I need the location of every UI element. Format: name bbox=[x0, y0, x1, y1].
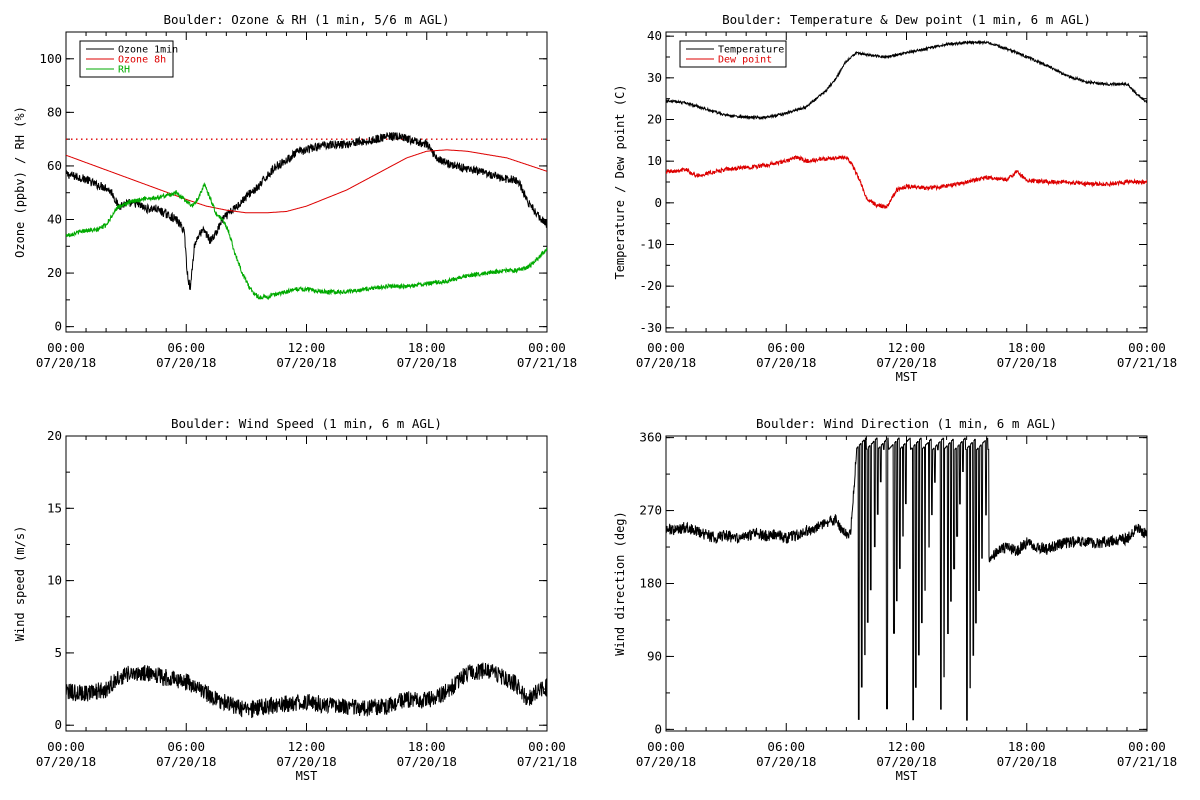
x-axis-label: MST bbox=[296, 769, 318, 783]
x-tick-label-date: 07/20/18 bbox=[36, 355, 96, 370]
panel-ozone: Boulder: Ozone & RH (1 min, 5/6 m AGL) 0 2… bbox=[13, 12, 577, 370]
y-tick-label: 30 bbox=[647, 70, 662, 85]
chart-title: Boulder: Wind Speed (1 min, 6 m AGL) bbox=[171, 416, 442, 431]
x-tick-label-date: 07/20/18 bbox=[36, 754, 96, 769]
x-tick-label-time: 00:00 bbox=[1128, 340, 1166, 355]
x-tick-label-time: 00:00 bbox=[47, 739, 85, 754]
x-tick-label-time: 00:00 bbox=[647, 340, 685, 355]
x-tick-label-time: 12:00 bbox=[888, 739, 926, 754]
legend-box bbox=[679, 40, 787, 68]
x-tick-label-date: 07/20/18 bbox=[397, 754, 457, 769]
y-tick-label: 100 bbox=[39, 51, 62, 66]
rh-series-line bbox=[66, 182, 547, 301]
chart-title: Boulder: Wind Direction (1 min, 6 m AGL) bbox=[756, 416, 1057, 431]
y-tick-label: 20 bbox=[47, 428, 62, 443]
x-tick-label-time: 12:00 bbox=[288, 340, 326, 355]
y-tick-label: 5 bbox=[54, 645, 62, 660]
x-tick-label-date: 07/20/18 bbox=[636, 355, 696, 370]
y-axis-label: Wind direction (deg) bbox=[613, 511, 627, 656]
panel-temp: Boulder: Temperature & Dew point (1 min,… bbox=[613, 12, 1177, 384]
x-tick-label-date: 07/20/18 bbox=[156, 355, 216, 370]
panel-wdir: Boulder: Wind Direction (1 min, 6 m AGL)… bbox=[613, 416, 1177, 783]
wspd-series-line bbox=[66, 662, 547, 719]
x-tick-label-time: 18:00 bbox=[408, 340, 446, 355]
y-tick-label: 20 bbox=[647, 112, 662, 127]
x-tick-label-time: 06:00 bbox=[767, 739, 805, 754]
y-tick-label: 0 bbox=[654, 195, 662, 210]
x-tick-label-date: 07/20/18 bbox=[156, 754, 216, 769]
x-tick-label-time: 18:00 bbox=[408, 739, 446, 754]
ozone-8h-series-line bbox=[66, 149, 547, 214]
x-axis-label: MST bbox=[896, 769, 918, 783]
y-tick-label: 180 bbox=[639, 576, 662, 591]
x-tick-label-time: 00:00 bbox=[647, 739, 685, 754]
dew-point-series-line bbox=[666, 154, 1147, 209]
x-tick-label-time: 00:00 bbox=[47, 340, 85, 355]
chart-title: Boulder: Ozone & RH (1 min, 5/6 m AGL) bbox=[164, 12, 450, 27]
x-tick-label-date: 07/21/18 bbox=[1117, 754, 1177, 769]
x-tick-label-time: 06:00 bbox=[167, 340, 205, 355]
x-tick-label-date: 07/20/18 bbox=[397, 355, 457, 370]
y-tick-label: 10 bbox=[47, 573, 62, 588]
x-tick-label-time: 18:00 bbox=[1008, 340, 1046, 355]
x-tick-label-time: 00:00 bbox=[528, 739, 566, 754]
x-tick-label-date: 07/20/18 bbox=[756, 355, 816, 370]
y-tick-label: 0 bbox=[654, 721, 662, 736]
y-tick-label: 270 bbox=[639, 503, 662, 518]
x-tick-label-time: 12:00 bbox=[288, 739, 326, 754]
y-tick-label: -20 bbox=[639, 278, 662, 293]
wdir-series-line bbox=[666, 437, 1147, 721]
x-tick-label-time: 06:00 bbox=[167, 739, 205, 754]
x-tick-label-date: 07/20/18 bbox=[876, 754, 936, 769]
x-tick-label-time: 00:00 bbox=[528, 340, 566, 355]
legend-entry: RH bbox=[118, 65, 130, 76]
plot-frame bbox=[665, 31, 1148, 333]
y-tick-label: 15 bbox=[47, 500, 62, 515]
y-axis-label: Temperature / Dew point (C) bbox=[613, 84, 627, 279]
x-tick-label-time: 12:00 bbox=[888, 340, 926, 355]
x-tick-label-date: 07/20/18 bbox=[876, 355, 936, 370]
legend-entry: Temperature bbox=[718, 45, 784, 56]
temperature-series-line bbox=[666, 39, 1147, 121]
y-tick-label: 90 bbox=[647, 648, 662, 663]
ozone-1min-series-line bbox=[66, 131, 547, 290]
legend-entry: Dew point bbox=[718, 55, 772, 66]
chart-title: Boulder: Temperature & Dew point (1 min,… bbox=[722, 12, 1091, 27]
y-tick-label: -30 bbox=[639, 320, 662, 335]
y-tick-label: 80 bbox=[47, 104, 62, 119]
y-tick-label: 60 bbox=[47, 158, 62, 173]
x-tick-label-date: 07/20/18 bbox=[997, 754, 1057, 769]
x-tick-label-time: 00:00 bbox=[1128, 739, 1166, 754]
x-tick-label-time: 06:00 bbox=[767, 340, 805, 355]
y-tick-label: 40 bbox=[647, 28, 662, 43]
y-tick-label: -10 bbox=[639, 237, 662, 252]
y-axis-label: Ozone (ppbv) / RH (%) bbox=[13, 106, 27, 258]
x-tick-label-date: 07/21/18 bbox=[517, 754, 577, 769]
x-tick-label-date: 07/20/18 bbox=[756, 754, 816, 769]
y-axis-label: Wind speed (m/s) bbox=[13, 526, 27, 642]
y-tick-label: 0 bbox=[54, 319, 62, 334]
y-tick-label: 40 bbox=[47, 212, 62, 227]
x-tick-label-date: 07/20/18 bbox=[636, 754, 696, 769]
x-tick-label-date: 07/20/18 bbox=[997, 355, 1057, 370]
x-tick-label-date: 07/20/18 bbox=[276, 355, 336, 370]
x-tick-label-date: 07/20/18 bbox=[276, 754, 336, 769]
x-axis-label: MST bbox=[896, 370, 918, 384]
plot-frame bbox=[65, 435, 548, 732]
legend-entry: Ozone 8h bbox=[118, 55, 166, 66]
x-tick-label-date: 07/21/18 bbox=[517, 355, 577, 370]
panel-wspd: Boulder: Wind Speed (1 min, 6 m AGL) 0 5 10… bbox=[13, 416, 577, 783]
y-tick-label: 0 bbox=[54, 717, 62, 732]
y-tick-label: 10 bbox=[647, 153, 662, 168]
x-tick-label-date: 07/21/18 bbox=[1117, 355, 1177, 370]
legend-entry: Ozone 1min bbox=[118, 45, 178, 56]
y-tick-label: 360 bbox=[639, 430, 662, 445]
y-tick-label: 20 bbox=[47, 265, 62, 280]
x-tick-label-time: 18:00 bbox=[1008, 739, 1046, 754]
